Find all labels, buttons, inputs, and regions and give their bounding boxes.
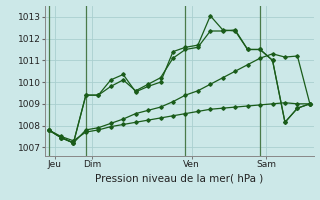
X-axis label: Pression niveau de la mer( hPa ): Pression niveau de la mer( hPa ) <box>95 173 263 183</box>
